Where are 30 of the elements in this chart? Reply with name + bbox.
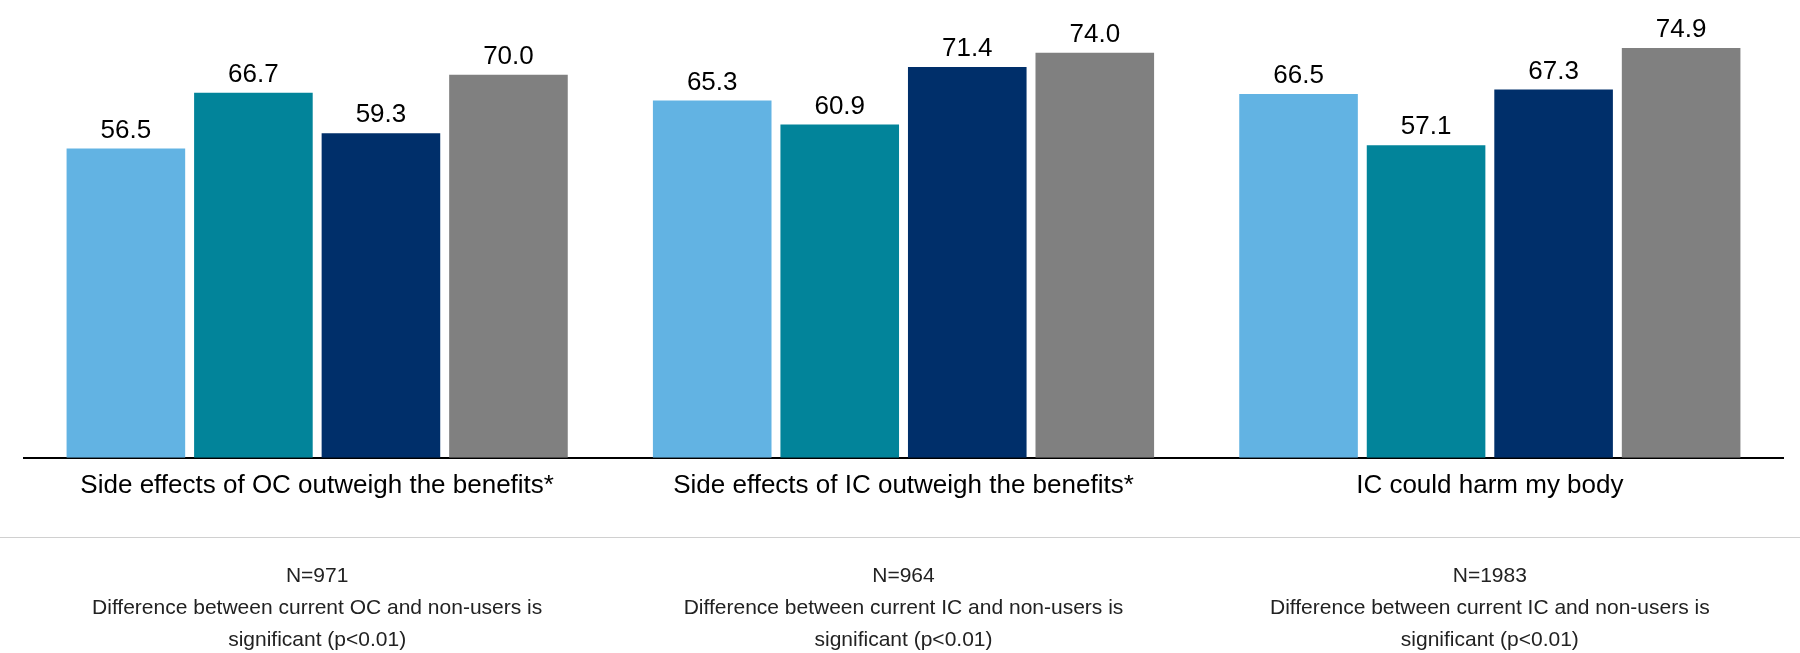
text: N=971 Difference between current OC and non-users is significant (p<0.01) xyxy=(92,562,543,650)
bar xyxy=(321,133,441,458)
bar xyxy=(1366,145,1486,458)
data-label: 57.1 xyxy=(1400,110,1452,141)
bar xyxy=(1035,52,1155,458)
data-label: 74.0 xyxy=(1069,18,1121,49)
x-tick-label: Side effects of IC outweigh the benefits* xyxy=(673,468,1134,499)
bar xyxy=(194,92,313,458)
bar xyxy=(1621,47,1741,458)
bar xyxy=(780,124,900,458)
data-label: 60.9 xyxy=(814,89,866,120)
bar xyxy=(1239,93,1358,458)
bar xyxy=(449,74,568,458)
x-tick-label: IC could harm my body xyxy=(1356,468,1624,499)
data-label: 66.5 xyxy=(1273,59,1324,90)
bar xyxy=(652,100,772,458)
data-label: 59.3 xyxy=(355,98,407,129)
data-label: 70.0 xyxy=(483,39,534,70)
bar xyxy=(66,148,186,458)
bar xyxy=(907,67,1027,458)
data-label: 71.4 xyxy=(941,32,993,63)
data-label: 56.5 xyxy=(100,113,152,144)
text: N=964 Difference between current IC and non-users is significant (p<0.01) xyxy=(683,562,1124,650)
data-label: 67.3 xyxy=(1528,54,1579,85)
data-label: 66.7 xyxy=(228,57,279,88)
data-label: 74.9 xyxy=(1655,13,1707,44)
bar xyxy=(1494,89,1613,458)
text: N=1983 Difference between current IC and non-users is significant (p<0.01) xyxy=(1269,562,1710,650)
data-label: 65.3 xyxy=(686,65,738,96)
x-tick-label: Side effects of OC outweigh the benefits* xyxy=(80,468,554,499)
